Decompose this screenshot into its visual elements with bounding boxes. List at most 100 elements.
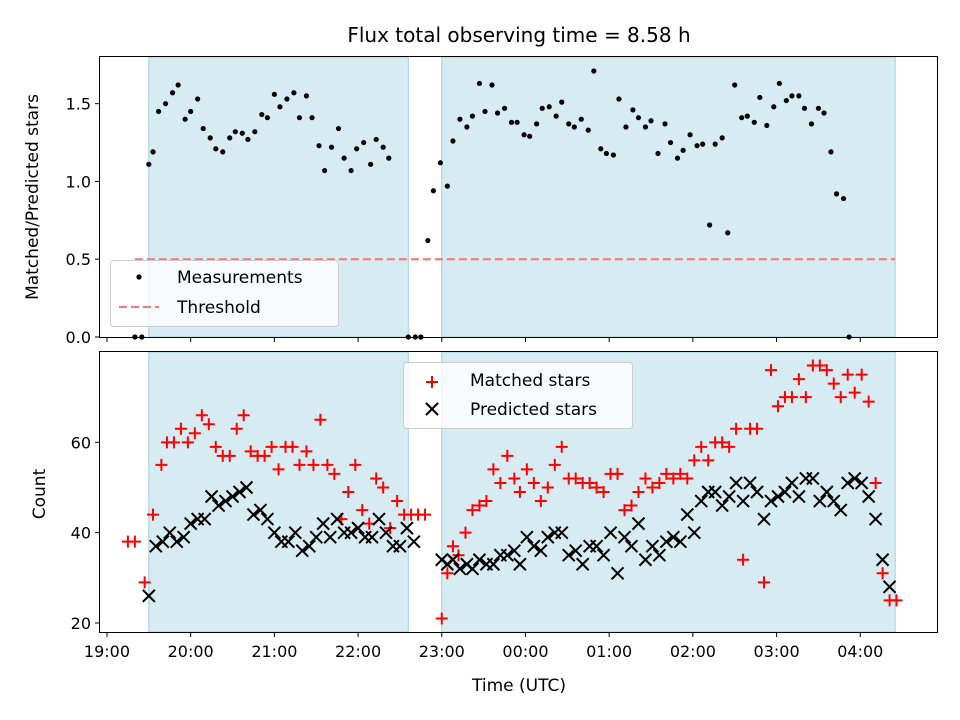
matched-star-point: [508, 472, 521, 485]
measurement-point: [623, 124, 629, 130]
matched-star-point: [730, 422, 743, 435]
measurement-point: [508, 119, 515, 125]
bottom-x-ticks: 19:00 20:00 21:00 22:00 23:00 00:00 01:00 02:00…: [84, 632, 883, 661]
matched-star-point: [841, 368, 854, 381]
matched-star-point: [764, 364, 777, 377]
measurement-point: [648, 118, 654, 124]
predicted-star-point: [211, 498, 226, 513]
measurement-point: [680, 147, 686, 153]
measurement-point: [175, 82, 181, 88]
matched-star-point: [300, 445, 313, 458]
predicted-star-point: [176, 530, 191, 544]
predicted-star-point: [500, 548, 515, 562]
predicted-star-point: [659, 534, 674, 549]
matched-star-point: [723, 440, 736, 453]
measurement-point: [591, 68, 597, 74]
measurement-point: [195, 96, 201, 102]
top-x-ticks: [106, 337, 861, 342]
predicted-star-point: [673, 534, 688, 549]
matched-star-point: [307, 458, 320, 471]
matched-star-point: [293, 458, 306, 471]
predicted-star-point: [764, 494, 778, 508]
bottom-axes-frame: [99, 351, 938, 633]
legend-marker-matched: [426, 376, 438, 388]
matched-star-point: [792, 373, 805, 386]
predicted-star-point: [513, 557, 527, 571]
matched-star-point: [820, 364, 833, 377]
measurement-point: [321, 167, 328, 174]
predicted-star-point: [847, 471, 862, 486]
predicted-star-point: [330, 512, 344, 526]
measurement-point: [616, 96, 622, 102]
matched-star-point: [419, 508, 432, 521]
bottom-y-tick-label: 40: [71, 524, 91, 543]
measurement-point: [328, 144, 335, 150]
measurement-point: [430, 188, 437, 194]
bottom-y-axis-label: Count: [30, 468, 50, 519]
measurement-point: [707, 222, 713, 228]
measurement-point: [840, 195, 847, 202]
top-shaded-intervals: [148, 56, 896, 338]
matched-star-point: [695, 440, 708, 453]
measurement-point: [227, 135, 233, 141]
predicted-star-point: [163, 525, 177, 540]
measurement-point: [815, 105, 822, 111]
matched-star-point: [377, 481, 390, 494]
predicted-star-point: [771, 489, 785, 504]
matched-star-point: [459, 526, 472, 539]
x-tick-label: 01:00: [586, 642, 632, 661]
matched-star-point: [569, 472, 582, 485]
x-tick-label: 23:00: [419, 642, 465, 661]
predicted-star-point: [868, 512, 883, 526]
measurement-point: [501, 105, 508, 111]
predicted-star-point: [170, 534, 184, 549]
predicted-star-point: [507, 544, 522, 558]
shaded-interval-bottom-0: [148, 351, 409, 633]
matched-star-point: [128, 535, 141, 548]
measurement-point: [482, 108, 488, 115]
predicted-star-point: [372, 512, 386, 526]
predicted-star-point: [197, 512, 212, 526]
measurement-point: [341, 155, 347, 161]
predicted-star-point: [575, 557, 590, 571]
measurement-point: [662, 121, 668, 127]
measurement-point: [284, 96, 290, 102]
measurement-point: [789, 93, 795, 99]
predicted-star-point: [841, 476, 855, 490]
measurement-point: [739, 115, 745, 121]
matched-star-point: [862, 395, 875, 408]
legend-label-predicted: Predicted stars: [470, 400, 597, 420]
measurement-point: [335, 125, 342, 132]
matched-star-point: [590, 481, 603, 494]
matched-star-point: [195, 409, 208, 422]
matched-star-point: [758, 576, 771, 589]
predicted-star-point: [183, 516, 198, 531]
measurement-point: [386, 155, 392, 161]
x-tick-label: 00:00: [502, 642, 548, 661]
predicted-star-point: [729, 476, 743, 490]
matched-star-point: [286, 440, 299, 453]
x-tick-label: 22:00: [335, 642, 381, 661]
matched-star-point: [534, 495, 547, 508]
measurement-point: [642, 124, 649, 130]
top-axes-frame: [99, 56, 938, 338]
predicted-star-point: [379, 525, 393, 540]
x-tick-label: 21:00: [251, 642, 297, 661]
predicted-star-point: [562, 548, 576, 562]
measurement-point: [213, 146, 219, 152]
measurement-point: [207, 135, 213, 141]
predicted-star-point: [232, 485, 247, 499]
measurement-point: [712, 141, 718, 147]
predicted-star-point: [875, 553, 890, 567]
predicted-star-point: [204, 489, 219, 504]
predicted-star-point: [253, 503, 268, 517]
matched-star-point: [188, 427, 201, 440]
matched-star-point: [660, 467, 673, 480]
predicted-star-point: [861, 489, 876, 504]
bottom-legend: Matched stars Predicted stars: [403, 362, 633, 429]
matched-star-point: [785, 391, 798, 404]
matched-star-point: [611, 467, 624, 480]
measurement-point: [476, 80, 483, 87]
matched-star-point: [494, 476, 507, 489]
measurement-point: [635, 115, 642, 121]
